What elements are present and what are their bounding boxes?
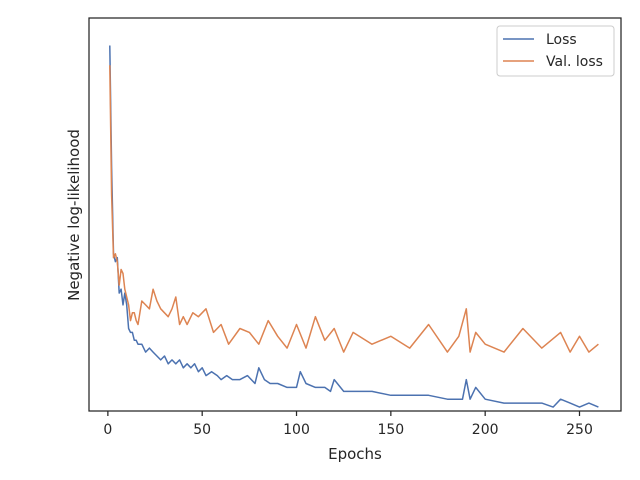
x-tick-label: 0 <box>103 422 112 438</box>
x-tick-label: 50 <box>193 422 211 438</box>
x-tick-label: 150 <box>377 422 404 438</box>
x-axis-ticks: 0 50 100 150 200 250 <box>103 411 593 438</box>
legend: Loss Val. loss <box>496 25 615 77</box>
x-tick-label: 100 <box>283 422 310 438</box>
legend-label: Loss <box>546 32 577 48</box>
x-axis-label: Epochs <box>328 445 382 463</box>
x-tick-label: 250 <box>566 422 593 438</box>
legend-label: Val. loss <box>546 54 603 70</box>
y-axis-label: Negative log-likelihood <box>65 129 83 301</box>
plot-frame <box>88 17 622 412</box>
legend-items: Loss Val. loss <box>503 32 603 70</box>
series-line-loss <box>109 45 599 408</box>
series-layer <box>109 45 599 408</box>
series-line-val-loss <box>109 65 599 353</box>
x-tick-label: 200 <box>472 422 499 438</box>
plot-background <box>89 18 621 411</box>
